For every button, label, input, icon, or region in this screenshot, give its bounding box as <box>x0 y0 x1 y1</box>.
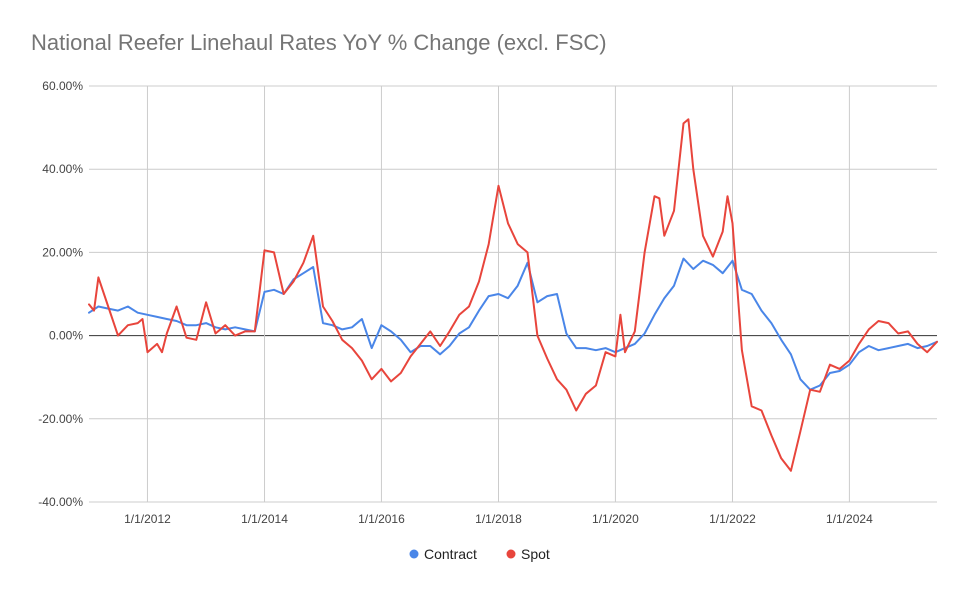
chart-title: National Reefer Linehaul Rates YoY % Cha… <box>31 30 607 55</box>
y-tick-label: 60.00% <box>42 79 83 93</box>
y-tick-label: 40.00% <box>42 162 83 176</box>
y-tick-label: -40.00% <box>38 495 83 509</box>
legend-swatch <box>409 549 419 559</box>
legend: Contract Spot <box>409 546 550 562</box>
legend-label: Spot <box>521 546 550 562</box>
x-tick-label: 1/1/2016 <box>358 512 405 526</box>
legend-item-spot: Spot <box>506 546 550 562</box>
x-tick-label: 1/1/2018 <box>475 512 522 526</box>
x-tick-label: 1/1/2024 <box>826 512 873 526</box>
y-tick-label: -20.00% <box>38 412 83 426</box>
series-line-spot <box>88 118 938 472</box>
legend-item-contract: Contract <box>409 546 477 562</box>
x-tick-label: 1/1/2022 <box>709 512 756 526</box>
x-tick-label: 1/1/2020 <box>592 512 639 526</box>
legend-swatch <box>506 549 516 559</box>
x-tick-label: 1/1/2012 <box>124 512 171 526</box>
legend-label: Contract <box>424 546 477 562</box>
series-line-contract <box>88 257 938 391</box>
x-tick-label: 1/1/2014 <box>241 512 288 526</box>
y-tick-label: 20.00% <box>42 245 83 259</box>
y-tick-label: 0.00% <box>49 329 83 343</box>
